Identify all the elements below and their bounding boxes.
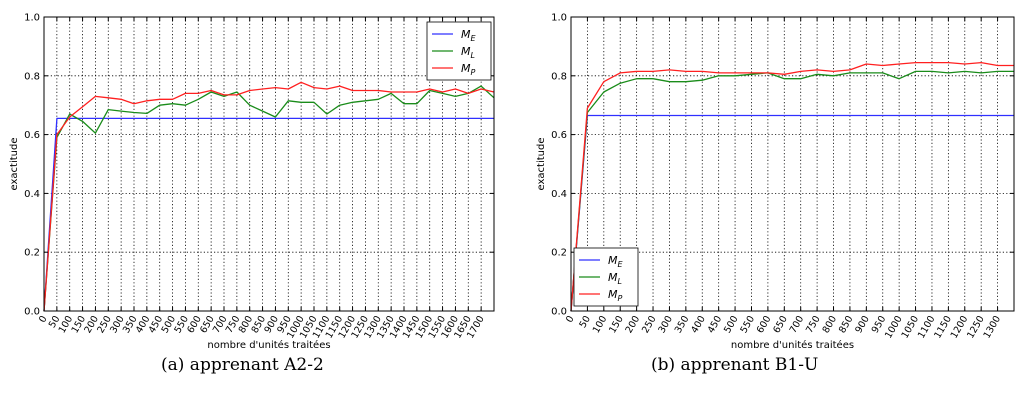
x-tick-label: 300 xyxy=(656,314,675,335)
plot-frame xyxy=(43,16,495,312)
series-line-ML xyxy=(570,70,1014,312)
y-tick-label: 0.6 xyxy=(551,130,567,141)
x-tick-label: 400 xyxy=(689,314,708,335)
y-tick-label: 1.0 xyxy=(24,13,40,24)
plot-frame xyxy=(570,16,1015,312)
legend-label-subscript: L xyxy=(618,277,622,286)
y-tick-label: 0.8 xyxy=(551,71,567,82)
legend-label-subscript: P xyxy=(471,68,476,77)
x-tick-label: 0 xyxy=(37,314,50,325)
x-tick-label: 50 xyxy=(577,314,593,330)
y-tick-label: 0.4 xyxy=(551,189,567,200)
x-axis-label: nombre d'unités traitées xyxy=(731,339,854,351)
x-tick-label: 750 xyxy=(804,314,823,335)
legend-label-subscript: P xyxy=(618,294,623,303)
x-tick-label: 850 xyxy=(837,314,856,335)
series-line-ML xyxy=(43,85,495,312)
series-line-MP xyxy=(43,81,495,312)
y-axis-label: exactitude xyxy=(536,138,547,191)
x-tick-label: 800 xyxy=(821,314,840,335)
grid xyxy=(44,17,494,311)
y-tick-label: 0.0 xyxy=(24,307,40,318)
x-tick-label: 600 xyxy=(755,314,774,335)
x-tick-label: 50 xyxy=(47,314,63,330)
y-tick-label: 0.2 xyxy=(24,248,40,259)
y-tick-label: 1.0 xyxy=(551,13,567,24)
x-tick-label: 1300 xyxy=(982,314,1004,340)
chart-a: 0.00.20.40.60.81.00501001502002503003504… xyxy=(9,13,495,351)
x-tick-label: 200 xyxy=(624,314,643,335)
caption-a: (a) apprenant A2-2 xyxy=(161,355,324,375)
y-tick-label: 0.8 xyxy=(24,71,40,82)
x-tick-label: 450 xyxy=(706,314,725,335)
x-tick-label: 100 xyxy=(591,314,610,335)
x-tick-label: 550 xyxy=(738,314,757,335)
series-line-MP xyxy=(570,61,1014,312)
x-tick-label: 350 xyxy=(673,314,692,335)
y-tick-label: 0.4 xyxy=(24,189,40,200)
legend-label-subscript: E xyxy=(618,260,624,269)
legend-label-subscript: L xyxy=(471,51,475,60)
x-axis-label: nombre d'unités traitées xyxy=(207,339,330,351)
legend-label-subscript: E xyxy=(471,34,477,43)
caption-b: (b) apprenant B1-U xyxy=(651,355,819,375)
x-tick-label: 250 xyxy=(640,314,659,335)
x-tick-label: 700 xyxy=(788,314,807,335)
plot-area xyxy=(571,17,1014,311)
x-tick-label: 500 xyxy=(722,314,741,335)
y-tick-label: 0.6 xyxy=(24,130,40,141)
x-tick-label: 0 xyxy=(564,314,577,325)
y-tick-label: 0.0 xyxy=(551,307,567,318)
x-tick-label: 900 xyxy=(853,314,872,335)
chart-b: 0.00.20.40.60.81.00 501001502002503003504… xyxy=(536,13,1015,351)
y-axis-label: exactitude xyxy=(9,138,20,191)
series-line-ME xyxy=(43,117,494,312)
x-tick-label: 650 xyxy=(771,314,790,335)
x-tick-label: 150 xyxy=(607,314,626,335)
plot-area xyxy=(44,17,494,311)
series-line-ME xyxy=(570,114,1014,312)
y-tick-label: 0.2 xyxy=(551,248,567,259)
